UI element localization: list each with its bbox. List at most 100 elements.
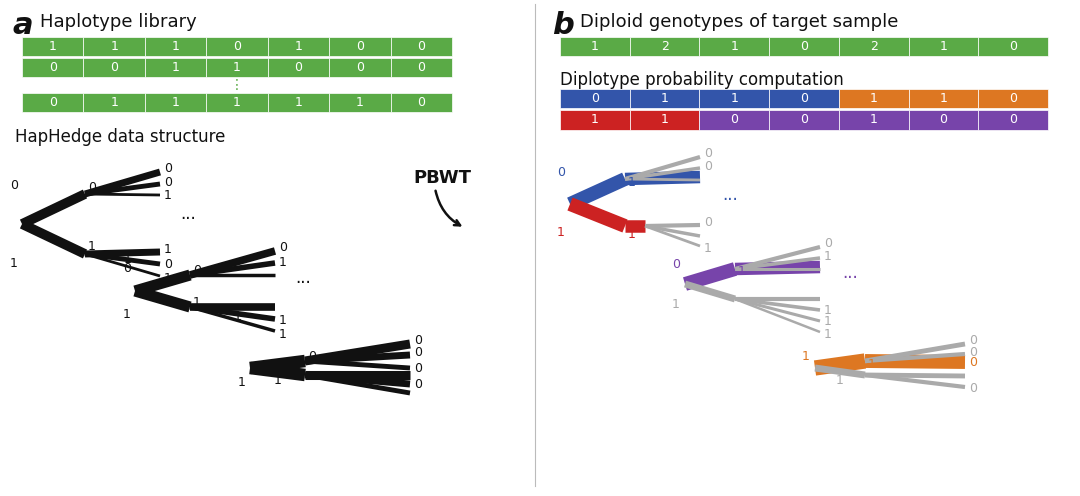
Text: 0: 0 — [414, 362, 422, 374]
Text: 1: 1 — [279, 313, 287, 326]
FancyBboxPatch shape — [769, 89, 839, 108]
Text: 1: 1 — [164, 189, 172, 202]
Text: 0: 0 — [49, 61, 57, 74]
Text: 0: 0 — [87, 182, 96, 194]
Text: 1: 1 — [868, 358, 876, 371]
FancyBboxPatch shape — [268, 93, 329, 112]
FancyBboxPatch shape — [22, 93, 83, 112]
FancyBboxPatch shape — [83, 37, 145, 56]
FancyBboxPatch shape — [839, 110, 908, 130]
FancyBboxPatch shape — [630, 89, 700, 108]
Text: 0: 0 — [1009, 114, 1017, 126]
FancyBboxPatch shape — [630, 37, 700, 56]
Text: 0: 0 — [233, 40, 241, 53]
FancyBboxPatch shape — [329, 93, 391, 112]
Text: Diplotype probability computation: Diplotype probability computation — [561, 71, 843, 89]
Text: 1: 1 — [233, 310, 242, 322]
Text: 0: 0 — [355, 40, 364, 53]
Text: 0: 0 — [800, 114, 808, 126]
Text: 1: 1 — [172, 96, 179, 109]
Text: 0: 0 — [969, 334, 977, 348]
Text: 1: 1 — [233, 61, 241, 74]
Text: 0: 0 — [10, 180, 18, 192]
FancyBboxPatch shape — [83, 93, 145, 112]
Text: 1: 1 — [730, 92, 739, 105]
Text: 1: 1 — [627, 177, 636, 189]
FancyBboxPatch shape — [268, 58, 329, 77]
Text: Diploid genotypes of target sample: Diploid genotypes of target sample — [580, 13, 899, 31]
Text: 0: 0 — [969, 382, 977, 395]
Text: 1: 1 — [824, 250, 832, 263]
Text: 1: 1 — [704, 242, 712, 254]
Text: 1: 1 — [591, 114, 598, 126]
Text: 0: 0 — [591, 92, 598, 105]
Text: 0: 0 — [110, 61, 118, 74]
Text: PBWT: PBWT — [413, 169, 471, 187]
Text: 1: 1 — [193, 296, 201, 309]
FancyBboxPatch shape — [769, 110, 839, 130]
Text: 0: 0 — [730, 114, 739, 126]
FancyBboxPatch shape — [700, 110, 769, 130]
FancyBboxPatch shape — [391, 93, 453, 112]
Text: 1: 1 — [824, 327, 832, 340]
Text: 1: 1 — [591, 40, 598, 53]
Text: 0: 0 — [49, 96, 57, 109]
Text: 0: 0 — [417, 96, 426, 109]
Text: 1: 1 — [110, 40, 118, 53]
FancyBboxPatch shape — [22, 37, 83, 56]
Text: 0: 0 — [164, 163, 172, 176]
FancyBboxPatch shape — [268, 37, 329, 56]
FancyBboxPatch shape — [329, 58, 391, 77]
Text: Haplotype library: Haplotype library — [40, 13, 197, 31]
Text: 0: 0 — [940, 114, 947, 126]
Text: 0: 0 — [279, 242, 287, 254]
Text: 0: 0 — [1009, 92, 1017, 105]
Text: 0: 0 — [704, 147, 712, 161]
Text: 1: 1 — [110, 96, 118, 109]
FancyBboxPatch shape — [206, 58, 268, 77]
Text: 1: 1 — [869, 92, 878, 105]
Text: 1: 1 — [824, 315, 832, 328]
FancyBboxPatch shape — [700, 89, 769, 108]
Text: 1: 1 — [730, 40, 739, 53]
Text: 1: 1 — [279, 255, 287, 268]
Text: 0: 0 — [800, 40, 808, 53]
Text: 1: 1 — [172, 61, 179, 74]
Text: 1: 1 — [49, 40, 56, 53]
Text: 1: 1 — [661, 114, 669, 126]
Text: 1: 1 — [738, 265, 746, 278]
Text: 1: 1 — [661, 92, 669, 105]
Text: 0: 0 — [557, 167, 565, 180]
Text: 0: 0 — [193, 263, 201, 276]
Text: 1: 1 — [123, 308, 131, 320]
Text: 0: 0 — [164, 258, 172, 271]
FancyBboxPatch shape — [839, 89, 908, 108]
FancyBboxPatch shape — [391, 58, 453, 77]
Text: ⋮: ⋮ — [230, 78, 244, 92]
FancyBboxPatch shape — [329, 37, 391, 56]
FancyBboxPatch shape — [561, 110, 630, 130]
FancyBboxPatch shape — [908, 89, 978, 108]
FancyBboxPatch shape — [145, 58, 206, 77]
Text: 1: 1 — [164, 272, 172, 286]
Text: 1: 1 — [164, 244, 172, 256]
Text: 1: 1 — [273, 374, 282, 387]
Text: 0: 0 — [800, 92, 808, 105]
Text: ···: ··· — [842, 269, 858, 287]
Text: 1: 1 — [233, 96, 241, 109]
Text: 0: 0 — [355, 61, 364, 74]
FancyBboxPatch shape — [83, 58, 145, 77]
Text: 0: 0 — [164, 177, 172, 189]
Text: 1: 1 — [627, 229, 636, 242]
Text: 0: 0 — [824, 238, 832, 250]
Text: 0: 0 — [417, 61, 426, 74]
Text: 1: 1 — [10, 257, 18, 270]
Text: 1: 1 — [356, 96, 364, 109]
Text: 1: 1 — [940, 92, 947, 105]
FancyBboxPatch shape — [206, 93, 268, 112]
FancyBboxPatch shape — [978, 110, 1048, 130]
Text: 1: 1 — [279, 327, 287, 340]
Text: 0: 0 — [295, 61, 302, 74]
Text: 0: 0 — [123, 262, 131, 275]
FancyBboxPatch shape — [839, 37, 908, 56]
